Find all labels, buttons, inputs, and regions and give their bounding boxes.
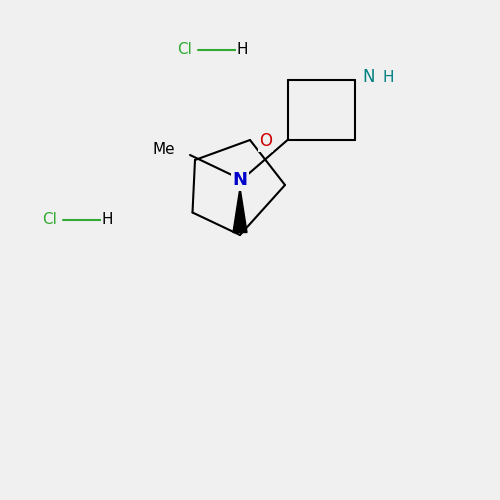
Text: N: N xyxy=(232,171,248,189)
Text: Cl: Cl xyxy=(42,212,58,228)
Text: O: O xyxy=(259,132,272,150)
Text: H: H xyxy=(382,70,394,85)
Polygon shape xyxy=(233,188,247,232)
Text: Me: Me xyxy=(152,142,175,158)
Text: Cl: Cl xyxy=(178,42,192,58)
Text: H: H xyxy=(237,42,248,58)
Text: N: N xyxy=(362,68,375,86)
Text: H: H xyxy=(102,212,113,228)
